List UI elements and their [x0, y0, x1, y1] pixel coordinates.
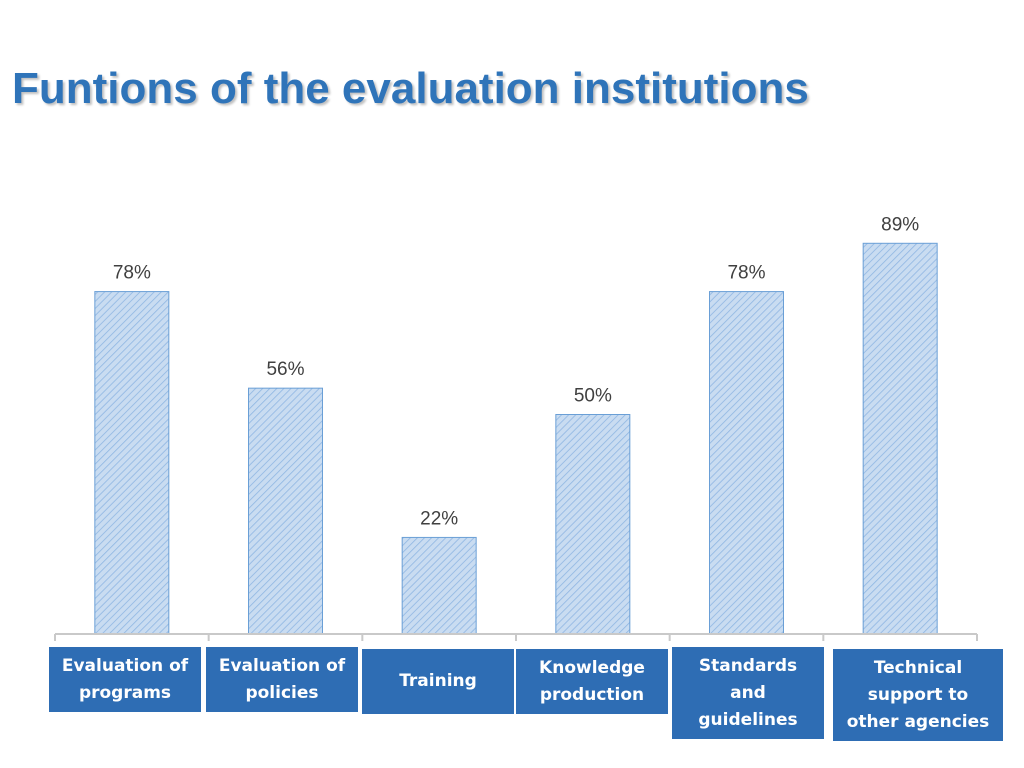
category-label-3: Training: [362, 649, 514, 714]
bar-value-label: 56%: [266, 359, 304, 380]
bar-2: [248, 387, 323, 635]
bar-3: [401, 536, 477, 635]
bar-1: [94, 291, 170, 635]
bar-value-label: 50%: [574, 386, 612, 407]
bar-value-label: 22%: [420, 508, 458, 529]
category-label-line: programs: [78, 682, 172, 703]
category-label-line: production: [539, 684, 645, 705]
bar-6: [862, 242, 938, 635]
category-label-line: guidelines: [698, 709, 798, 730]
category-label-line: policies: [245, 682, 319, 703]
category-label-line: and: [730, 682, 766, 703]
category-label-4: Knowledge production: [516, 649, 668, 714]
category-label-line: Evaluation of: [61, 655, 189, 676]
category-label-line: Knowledge: [539, 657, 645, 678]
bar-value-label: 89%: [881, 214, 919, 235]
bar-value-label: 78%: [113, 263, 151, 284]
category-label-line: support to: [867, 684, 969, 705]
category-label-2: Evaluation of policies: [206, 647, 358, 712]
category-label-6: Technical support to other agencies: [833, 649, 1003, 741]
bar-4: [555, 414, 631, 635]
category-label-line: Evaluation of: [218, 655, 346, 676]
bar-value-label: 78%: [727, 263, 765, 284]
category-label-line: Standards: [698, 655, 798, 676]
category-label-line: Training: [399, 671, 477, 691]
bar-5: [709, 291, 784, 635]
category-label-5: Standards and guidelines: [672, 647, 824, 739]
category-label-line: other agencies: [846, 711, 990, 732]
page-title: Funtions of the evaluation institutions: [12, 64, 809, 113]
category-label-line: Technical: [873, 657, 963, 678]
category-label-1: Evaluation of programs: [49, 647, 201, 712]
